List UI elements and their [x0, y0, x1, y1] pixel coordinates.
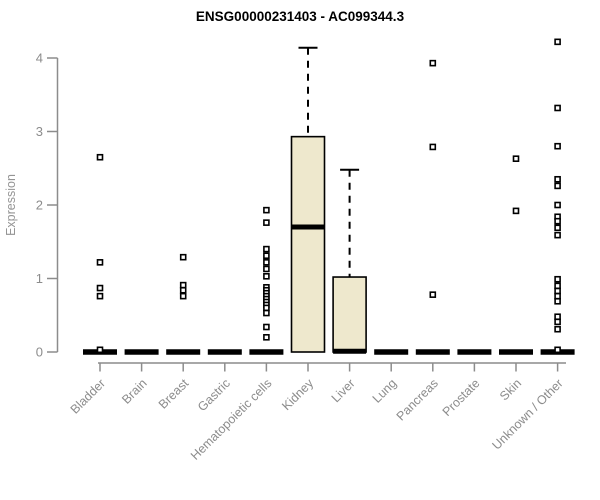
- outlier-point: [263, 252, 270, 260]
- outlier-point: [263, 259, 270, 266]
- outlier-point: [554, 224, 561, 232]
- outlier-point: [263, 304, 270, 312]
- outlier-point: [263, 309, 270, 317]
- collapsed-box: [124, 349, 159, 355]
- x-category-label: Bladder: [68, 376, 108, 416]
- outlier-point: [512, 155, 520, 162]
- outlier-point: [554, 287, 561, 295]
- x-category-label: Breast: [156, 376, 192, 412]
- x-category-label: Skin: [497, 376, 524, 403]
- outlier-point: [512, 207, 520, 215]
- y-tick-label: 2: [36, 198, 43, 213]
- outlier-point: [554, 175, 561, 183]
- outlier-point: [554, 201, 561, 209]
- x-category-label: Pancreas: [394, 376, 441, 423]
- outlier-point: [96, 284, 104, 292]
- box: [290, 135, 326, 353]
- outlier-point: [554, 282, 561, 290]
- outlier-point: [554, 292, 561, 300]
- x-category-label: Kidney: [279, 376, 316, 413]
- outlier-point: [96, 346, 104, 354]
- collapsed-box: [249, 349, 284, 355]
- outlier-point: [554, 142, 561, 150]
- outlier-point: [263, 272, 270, 280]
- collapsed-box: [499, 349, 533, 355]
- outlier-point: [554, 318, 561, 326]
- x-category-label: Brain: [119, 376, 150, 407]
- outlier-point: [263, 323, 270, 331]
- collapsed-box: [457, 349, 492, 355]
- outlier-point: [554, 182, 561, 190]
- x-category-label: Hematopoietic cells: [188, 376, 275, 463]
- outlier-point: [554, 231, 561, 239]
- outlier-point: [263, 219, 270, 226]
- x-category-label: Unknown / Other: [489, 376, 565, 452]
- collapsed-box: [374, 349, 409, 355]
- outlier-point: [554, 217, 561, 225]
- outlier-point: [179, 292, 187, 300]
- outlier-point: [429, 291, 437, 298]
- y-axis-title: Expression: [4, 174, 18, 236]
- outlier-point: [263, 245, 270, 253]
- outlier-point: [263, 206, 270, 214]
- y-tick-label: 0: [36, 345, 43, 360]
- outlier-point: [554, 38, 561, 46]
- y-tick-label: 1: [36, 271, 43, 286]
- outlier-point: [554, 346, 561, 354]
- chart-title: ENSG00000231403 - AC099344.3: [196, 9, 405, 24]
- outlier-point: [96, 292, 104, 300]
- x-category-label: Gastric: [195, 376, 233, 414]
- outlier-point: [263, 333, 270, 341]
- outlier-point: [179, 281, 187, 289]
- outlier-point: [429, 59, 437, 67]
- collapsed-box: [166, 349, 201, 355]
- y-tick-label: 4: [36, 51, 43, 66]
- outlier-point: [554, 275, 561, 283]
- outlier-point: [96, 259, 104, 266]
- outlier-point: [429, 143, 437, 151]
- collapsed-box: [415, 349, 450, 355]
- plot-marks: [83, 38, 575, 355]
- outlier-point: [263, 265, 270, 273]
- box: [332, 276, 367, 353]
- x-category-label: Prostate: [440, 376, 483, 419]
- outlier-point: [554, 104, 561, 112]
- x-category-label: Lung: [370, 376, 400, 406]
- collapsed-box: [207, 349, 242, 355]
- outlier-point: [96, 153, 104, 161]
- outlier-point: [554, 313, 561, 321]
- y-tick-label: 3: [36, 124, 43, 139]
- outlier-point: [554, 297, 561, 305]
- outlier-point: [179, 253, 187, 261]
- x-category-label: Liver: [329, 376, 358, 405]
- outlier-point: [179, 286, 187, 294]
- outlier-point: [554, 325, 561, 333]
